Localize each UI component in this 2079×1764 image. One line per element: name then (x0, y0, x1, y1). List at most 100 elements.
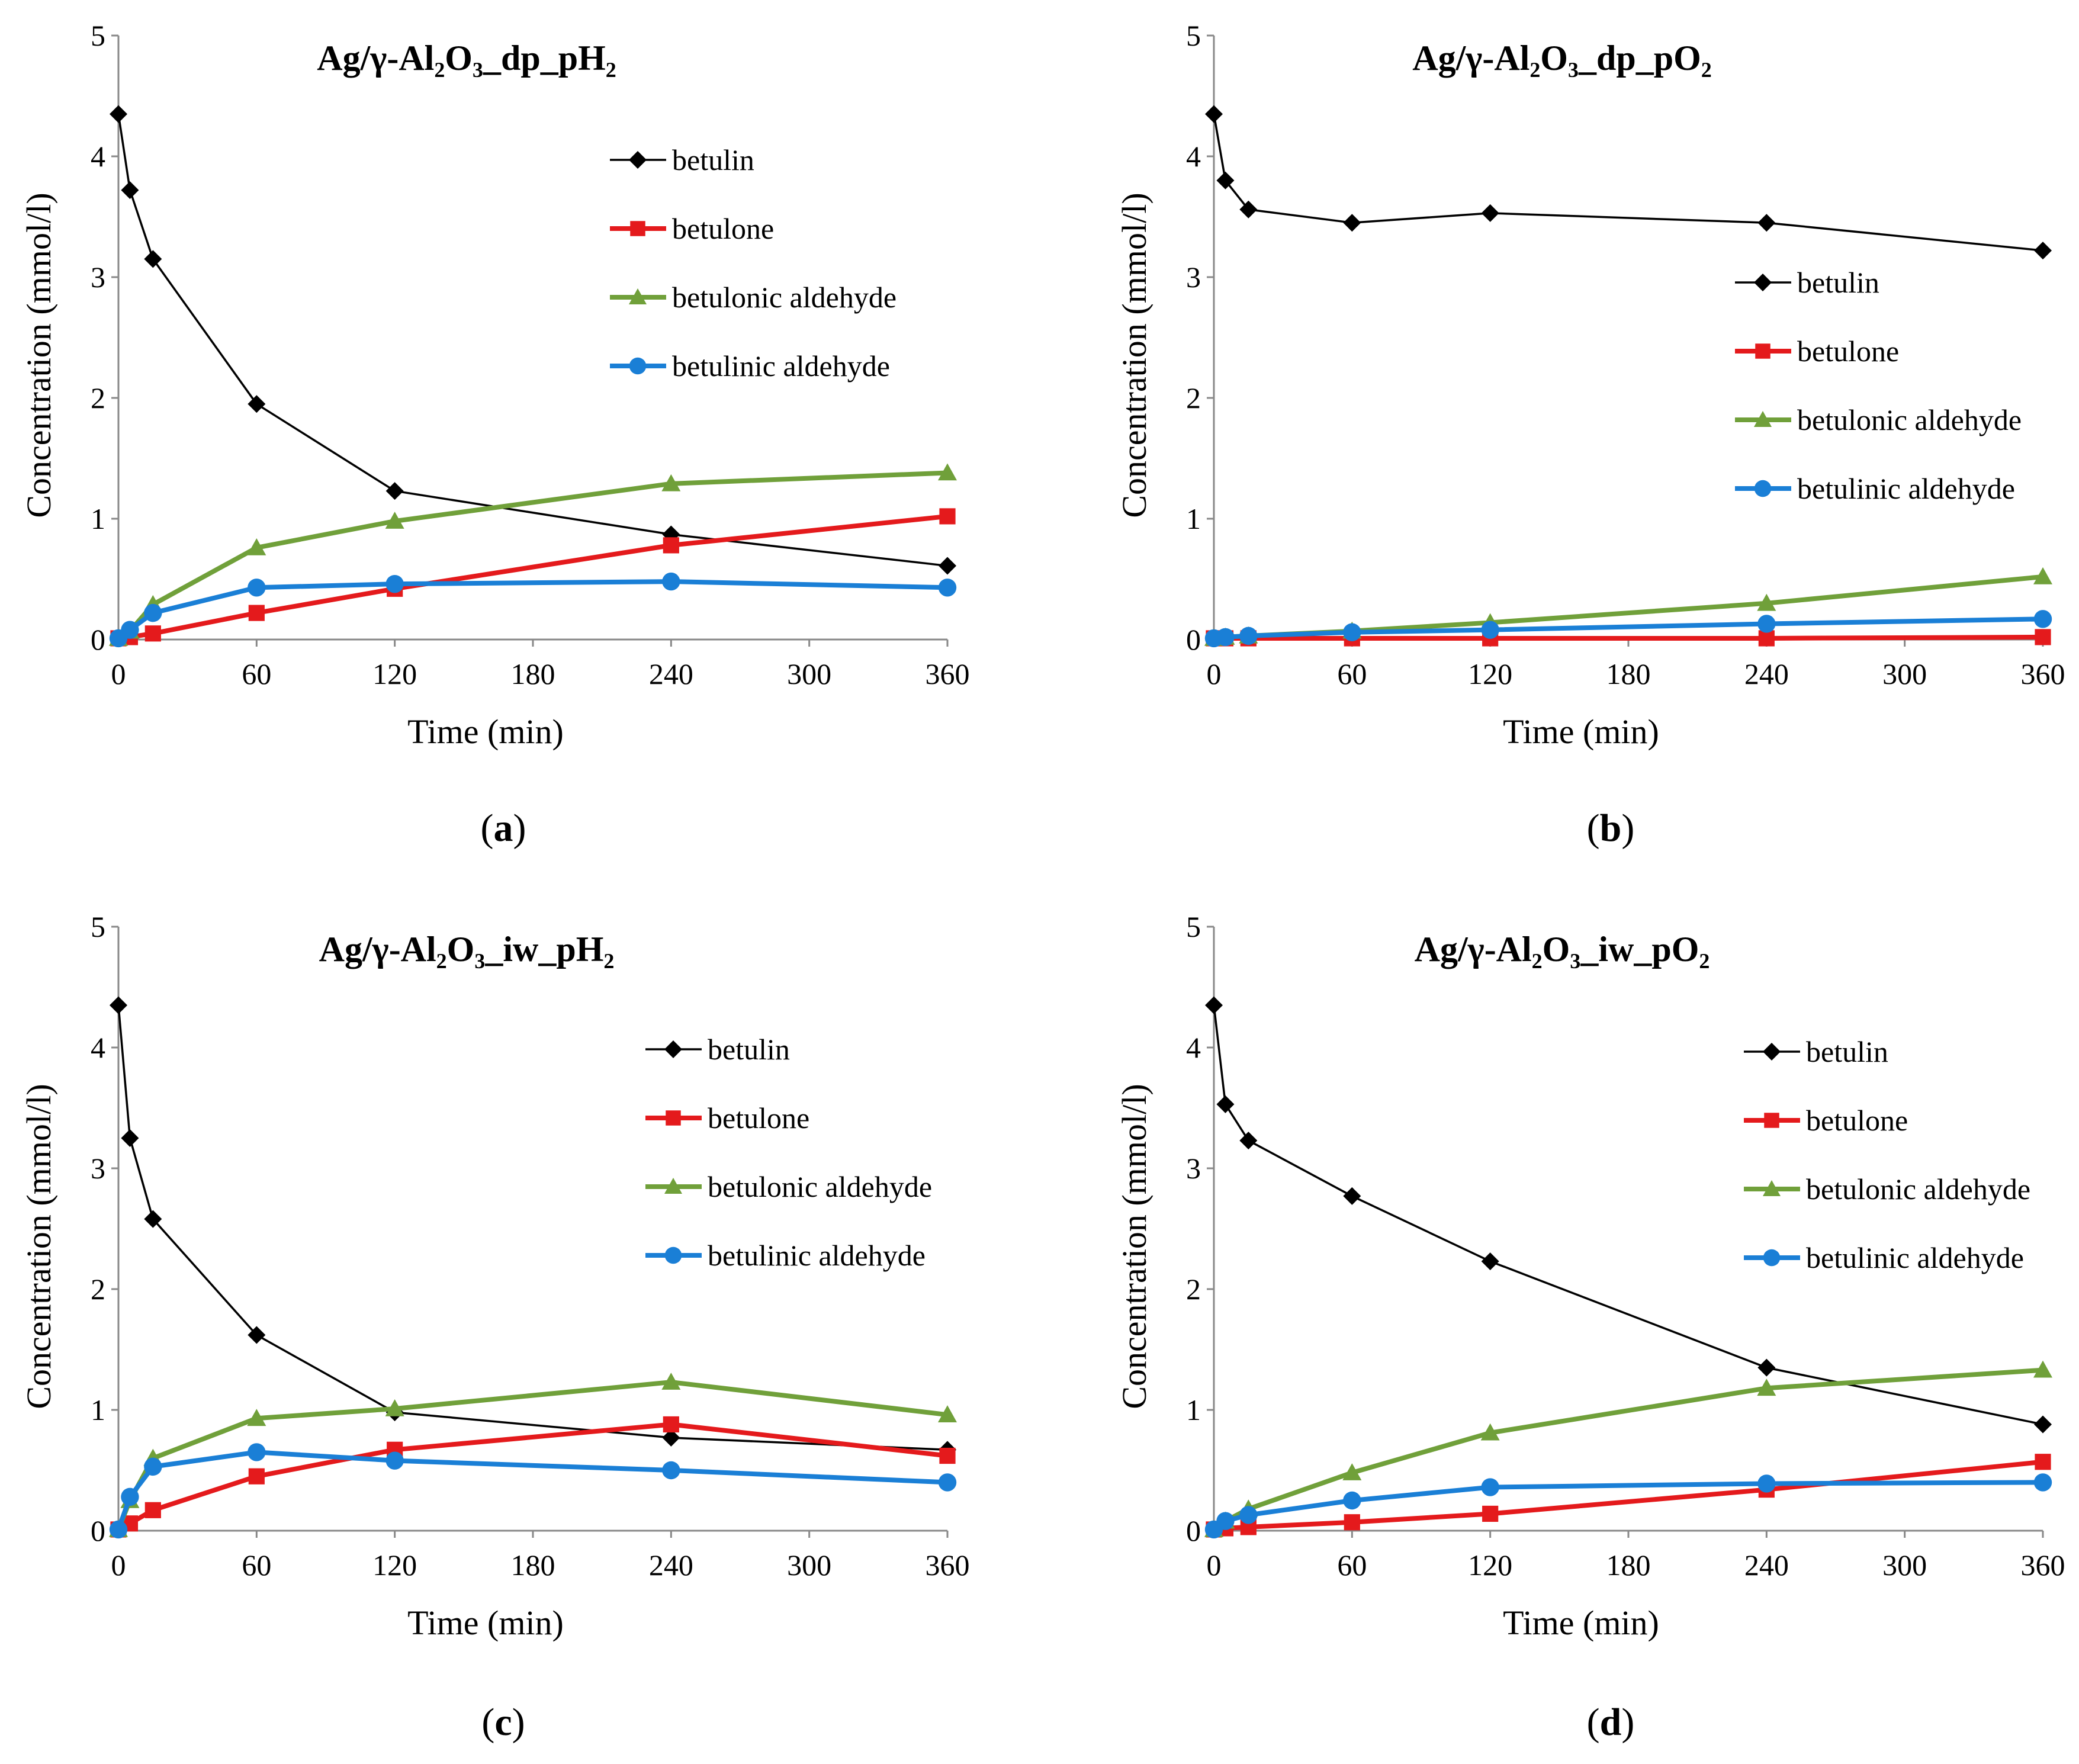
legend-label: betulonic aldehyde (708, 1170, 932, 1203)
x-axis-title: Time (min) (407, 712, 564, 751)
series-betulinic-aldehyde (1204, 1473, 2052, 1539)
data-point (1757, 214, 1776, 232)
legend-marker (629, 357, 647, 375)
legend: betulin betulone betulonic aldehyde betulin… (645, 1033, 932, 1272)
y-tick-label: 3 (91, 1152, 105, 1185)
x-tick-label: 240 (1744, 1548, 1789, 1582)
x-tick-label: 360 (2021, 657, 2065, 690)
x-tick-label: 120 (1468, 1548, 1512, 1582)
data-point (110, 105, 127, 123)
data-point (1481, 1478, 1499, 1496)
data-point (663, 537, 679, 554)
x-tick-label: 240 (1744, 657, 1789, 690)
panel-label: (c) (481, 1701, 525, 1744)
panel-label: (b) (1587, 807, 1635, 850)
legend-marker (1764, 1113, 1779, 1128)
data-point (385, 1399, 404, 1416)
data-point (121, 1129, 139, 1147)
chart-panel-d: 0 1 2 3 4 5 0 60 120 180 240 300 360 Time (min) Concen… (1115, 910, 2065, 1744)
y-axis-title: Concentration (mmol/l) (1115, 1084, 1153, 1409)
y-tick-label: 5 (1186, 19, 1201, 52)
x-tick-label: 300 (1882, 657, 1927, 690)
data-point (385, 574, 404, 593)
x-tick-label: 360 (926, 1548, 970, 1582)
chart-panel-a: 0 1 2 3 4 5 0 60 120 180 240 300 360 Time (min) Concen… (20, 19, 970, 850)
legend-marker (1763, 1043, 1781, 1061)
chart-title: Ag/γ-Al₂O₃_iw_pH₂ (319, 930, 615, 969)
legend-marker (629, 151, 647, 169)
chart-title: Ag/γ-Al₂O₃_iw_pO₂ (1415, 930, 1710, 969)
y-tick-label: 2 (91, 381, 105, 415)
data-point (1342, 1463, 1362, 1480)
legend-label: betulonic aldehyde (1806, 1172, 2030, 1206)
legend-label: betulonic aldehyde (1797, 403, 2022, 436)
data-point (1343, 623, 1361, 641)
legend: betulin betulone betulonic aldehyde betulin… (1735, 266, 2022, 505)
data-point (248, 1468, 265, 1485)
x-tick-label: 180 (1606, 1548, 1651, 1582)
legend-label: betulin (1797, 266, 1879, 299)
series-betulinic-aldehyde (109, 572, 957, 648)
legend-marker (1763, 1180, 1781, 1196)
data-point (144, 1502, 161, 1518)
legend-label: betulinic aldehyde (672, 349, 890, 383)
data-point (144, 250, 162, 268)
y-tick-label: 1 (91, 502, 105, 535)
legend-label: betulone (1797, 335, 1899, 368)
data-point (662, 572, 680, 591)
legend-marker (1754, 411, 1772, 427)
series-betulin (110, 105, 956, 575)
chart-panel-b: 0 1 2 3 4 5 0 60 120 180 240 300 360 Time (min) Concen… (1115, 19, 2065, 850)
y-tick-label: 0 (91, 623, 105, 656)
y-tick-label: 2 (1186, 381, 1201, 415)
legend-marker (1763, 1249, 1781, 1267)
y-tick-label: 5 (1186, 910, 1201, 943)
y-tick-label: 4 (91, 1031, 105, 1064)
x-tick-label: 60 (1337, 1548, 1367, 1582)
data-point (1343, 1187, 1361, 1205)
y-tick-label: 2 (1186, 1273, 1201, 1306)
data-point (663, 1416, 679, 1433)
x-tick-label: 120 (372, 1548, 417, 1582)
legend-marker (664, 1040, 682, 1058)
x-tick-label: 360 (2021, 1548, 2065, 1582)
data-point (2033, 610, 2052, 628)
x-tick-label: 120 (1468, 657, 1512, 690)
panel-label: (d) (1587, 1701, 1635, 1744)
data-point (938, 1405, 957, 1422)
y-tick-label: 2 (91, 1273, 105, 1306)
data-point (661, 474, 681, 491)
data-point (247, 538, 266, 555)
legend-marker (664, 1178, 682, 1194)
y-tick-label: 4 (1186, 1031, 1201, 1064)
x-tick-label: 60 (242, 657, 271, 690)
data-point (248, 579, 266, 597)
data-point (2033, 1473, 2052, 1492)
data-point (121, 1487, 139, 1506)
y-tick-label: 4 (91, 140, 105, 173)
data-point (938, 579, 957, 597)
legend-marker (666, 1110, 681, 1126)
x-tick-label: 0 (1207, 657, 1222, 690)
series-line (116, 1450, 948, 1531)
data-point (938, 463, 957, 481)
series-line (1213, 114, 2043, 252)
data-point (1205, 105, 1223, 123)
y-tick-label: 0 (1186, 1514, 1201, 1547)
legend-marker (664, 1246, 682, 1264)
data-point (248, 1443, 266, 1461)
y-tick-label: 5 (91, 19, 105, 52)
series-line (117, 1005, 948, 1451)
y-tick-label: 1 (1186, 1393, 1201, 1426)
data-point (385, 512, 404, 529)
y-tick-label: 5 (91, 910, 105, 943)
legend-label: betulone (672, 212, 774, 245)
series-betulone (110, 508, 956, 647)
data-point (2034, 1415, 2052, 1434)
chart-title: Ag/γ-Al₂O₃_dp_pO₂ (1412, 38, 1711, 78)
data-point (121, 621, 139, 639)
data-point (661, 1373, 681, 1390)
data-point (1481, 1252, 1499, 1271)
y-tick-label: 4 (1186, 140, 1201, 173)
